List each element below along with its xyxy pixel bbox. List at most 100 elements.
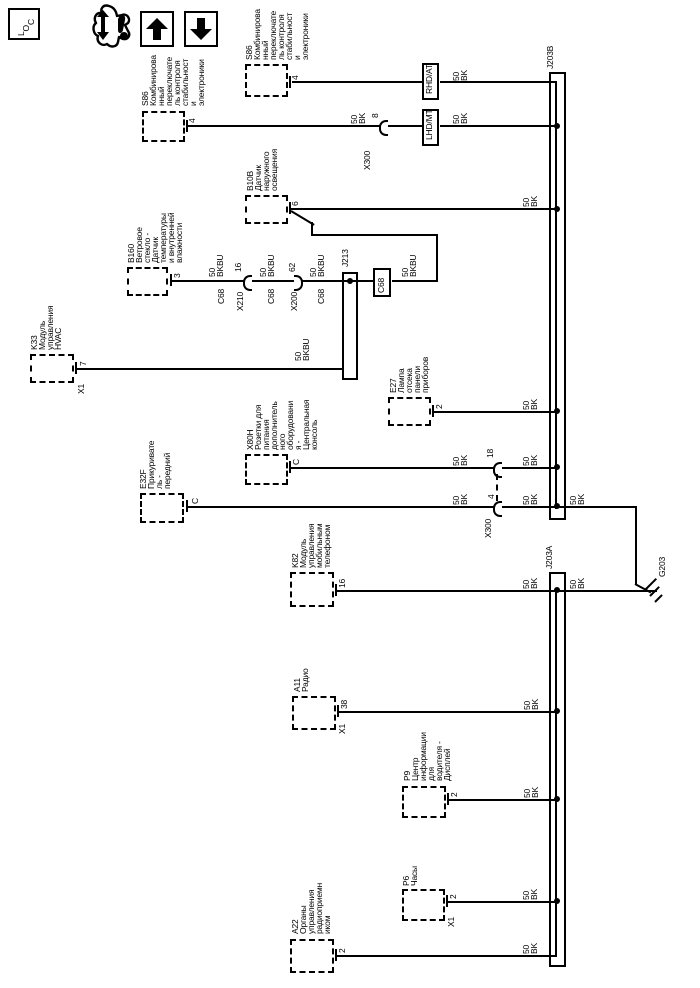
connector-label-c68: C68 [216,289,226,304]
pin-label-16: 16 [337,578,347,588]
wire-label-50bk: 50 BK [521,943,539,954]
component-box-p6 [402,889,445,921]
pin-tick [446,895,448,907]
component-label-p6: P6 Часы [401,866,419,886]
loc-label: LOC [16,19,36,36]
up-arrow-icon [146,18,168,40]
pin-tick [335,584,337,596]
scroll-down-button[interactable] [184,11,218,47]
junction-dot [554,898,560,904]
component-label-e32f: E32F Прикуривате ль - передний [138,440,172,489]
wire-label-50bkbu: 50 BKBU [293,338,311,361]
pin-label-6: 6 [290,201,300,206]
pin-label-c: C [291,459,301,465]
splice-pack-j203a [549,572,566,967]
pin-label-16: 16 [233,262,243,272]
pin-label-2: 2 [337,948,347,953]
junction-dot [554,587,560,593]
wire-e27-j203b [434,411,557,413]
pin-label-2: 2 [448,894,458,899]
junction-dot [347,278,353,284]
connector-label-x1: X1 [76,384,86,394]
junction-dot [554,503,560,509]
pin-label-2: 2 [434,404,444,409]
wire-label-50bk: 50 BK [451,113,469,124]
wire-lhd-j203b [440,125,557,127]
inline-connector-x210-icon [243,275,252,291]
wire-e32f-ground-run [188,506,637,508]
component-box-a22 [290,939,334,973]
component-box-a11 [292,696,336,730]
component-box-p9 [402,786,446,818]
wire-label-50bkbu: 50 BKBU [400,254,418,277]
component-box-e32f [140,493,184,523]
junction-dot [554,206,560,212]
pin-label-7: 7 [78,361,88,366]
inline-connector-x200-label: X200 [289,291,299,311]
component-label-s86-2: S86 Комбинирова нный переключате ль конт… [244,9,310,60]
pin-label-62: 62 [287,262,297,272]
wire-label-50bk: 50 BK [451,494,469,505]
wire-label-50bk: 50 BK [521,455,539,466]
component-label-a22: A22 Органы управления радиоприемн иком [290,882,332,934]
connector-label-x1: X1 [337,724,347,734]
wire-label-50bk: 50 BK [451,70,469,81]
wire-k33-j213 [77,368,344,370]
component-label-k82: K82 Модуль управления мобильным телефоно… [290,523,332,568]
junction-dot [554,464,560,470]
scroll-up-button[interactable] [140,11,174,47]
pin-label-2: 2 [449,792,459,797]
wire-label-50bkbu: 50 BKBU [207,254,225,277]
wire-label-50bk: 50 BK [521,889,539,900]
pin-tick [75,362,77,374]
pin-label-c: C [190,498,200,504]
wire-label-50bk: 50 BK [521,196,539,207]
junction-dot [554,123,560,129]
splice-pack-j203a-label: J203A [544,545,554,569]
pin-tick [447,793,449,805]
pin-label-4: 4 [290,75,300,80]
splice-pack-j203b-busline [555,81,557,509]
pin-tick [335,949,337,961]
wire-label-50bk: 50 BK [521,494,539,505]
inline-connector-x300-icon [493,501,502,517]
wire-c68-corner [392,280,438,282]
pin-tick [186,120,188,132]
splice-j213 [342,272,358,380]
component-box-x80h [245,454,288,485]
connector-box-c68 [373,268,391,297]
wire-label-50bkbu: 50 BKBU [308,254,326,277]
component-label-p9: P9 Центр информации для водителя - Диспл… [402,732,452,781]
inline-connector-x200-icon [294,275,303,291]
component-label-a11: A11 Радио [292,668,310,692]
ground-symbol-stroke [654,594,663,603]
inline-connector-x210-label: X210 [235,291,245,311]
inline-connector-x300-label: X300 [362,150,372,170]
wire-label-50bk: 50 BK [521,399,539,410]
wire-a22-j203a [337,955,557,957]
pin-label-3: 3 [172,273,182,278]
connector-label-c68: C68 [316,289,326,304]
wire-label-50bk: 50 BK [521,578,539,589]
wire-label-50bk: 50 BK [349,113,367,124]
component-box-b160 [127,267,168,296]
pan-hand-icon[interactable] [89,3,137,55]
pin-label-18: 18 [485,448,495,458]
junction-dot [554,708,560,714]
pin-tick [186,500,188,512]
component-label-x80h: X80H Розетки для питания дополнитель ног… [245,399,319,450]
splice-pack-j203b-label: J203B [545,45,555,69]
pin-tick [337,705,339,717]
component-label-k33: K33 Модуль управления HVAC [29,305,63,350]
connector-label-x1: X1 [446,917,456,927]
wire-rhd-j203b [440,81,557,83]
wire-b160-c68 [172,280,373,282]
component-box-s86-1 [142,111,185,142]
splice-pack-j203a-busline [555,590,557,957]
component-label-e27: E27 Лампа отсека панели приборов [388,356,430,393]
option-box-rhd-at-label: RHD/AT [424,64,434,94]
wire-b10b-branch-v [311,222,313,236]
connector-box-c68-label: C68 [376,278,386,293]
wire-label-50bk: 50 BK [568,578,586,589]
